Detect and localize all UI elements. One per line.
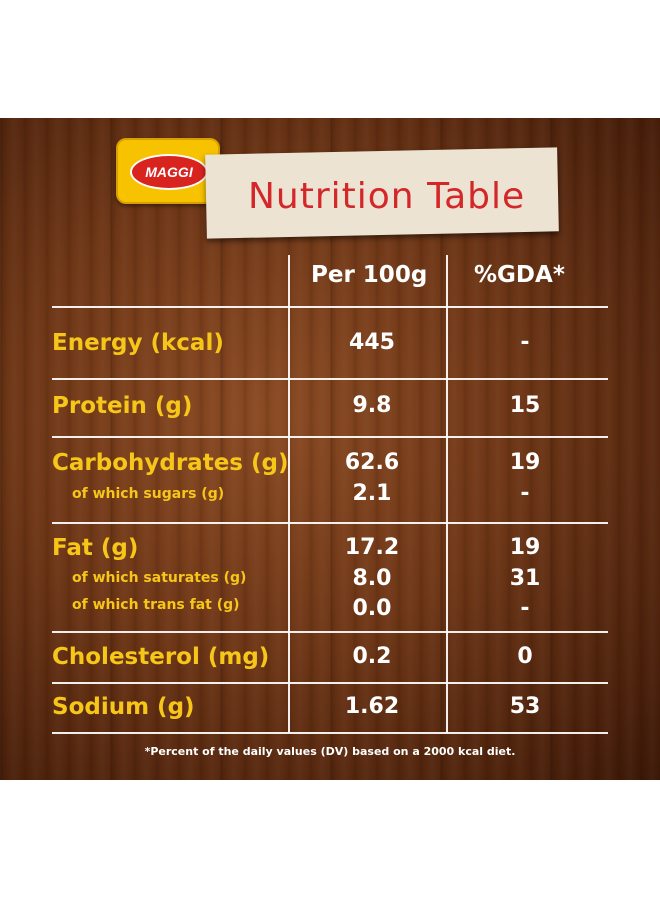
- value-energy-per100: 445: [349, 330, 395, 355]
- row-label-sugars: of which sugars (g): [72, 486, 225, 502]
- row-label-carbohydrates: Carbohydrates (g): [52, 450, 289, 476]
- row-divider: [52, 378, 608, 380]
- value-fat-per100: 17.2: [344, 535, 400, 560]
- row-label-protein: Protein (g): [52, 393, 193, 419]
- value-carbohydrates-per100: 62.6: [344, 450, 400, 475]
- value-protein-per100: 9.8: [352, 393, 392, 418]
- row-label-cholesterol: Cholesterol (mg): [52, 644, 270, 670]
- column-divider-2: [446, 255, 448, 733]
- value-sodium-gda: 53: [509, 694, 541, 719]
- value-saturates-gda: 31: [509, 566, 541, 591]
- row-label-fat: Fat (g): [52, 535, 139, 561]
- value-transfat-per100: 0.0: [352, 596, 392, 621]
- value-cholesterol-gda: 0: [517, 644, 533, 669]
- footnote: *Percent of the daily values (DV) based …: [144, 745, 516, 758]
- row-divider: [52, 631, 608, 633]
- page-title: Nutrition Table: [248, 176, 526, 217]
- value-energy-gda: -: [520, 330, 530, 355]
- row-divider: [52, 436, 608, 438]
- value-protein-gda: 15: [509, 393, 541, 418]
- row-divider: [52, 522, 608, 524]
- row-divider: [52, 732, 608, 734]
- row-label-energy: Energy (kcal): [52, 330, 224, 356]
- value-cholesterol-per100: 0.2: [352, 644, 392, 669]
- value-transfat-gda: -: [520, 596, 530, 621]
- value-sugars-gda: -: [520, 481, 530, 506]
- maggi-logo-text: MAGGI: [130, 154, 208, 190]
- column-header-gda: %GDA*: [474, 262, 565, 288]
- row-label-transfat: of which trans fat (g): [72, 597, 240, 613]
- row-divider: [52, 306, 608, 308]
- value-sugars-per100: 2.1: [352, 481, 392, 506]
- column-header-per100: Per 100g: [311, 262, 428, 288]
- value-fat-gda: 19: [509, 535, 541, 560]
- row-label-saturates: of which saturates (g): [72, 570, 247, 586]
- value-saturates-per100: 8.0: [352, 566, 392, 591]
- column-divider-1: [288, 255, 290, 733]
- row-label-sodium: Sodium (g): [52, 694, 195, 720]
- maggi-logo: MAGGI: [116, 138, 220, 204]
- value-sodium-per100: 1.62: [344, 694, 400, 719]
- row-divider: [52, 682, 608, 684]
- value-carbohydrates-gda: 19: [509, 450, 541, 475]
